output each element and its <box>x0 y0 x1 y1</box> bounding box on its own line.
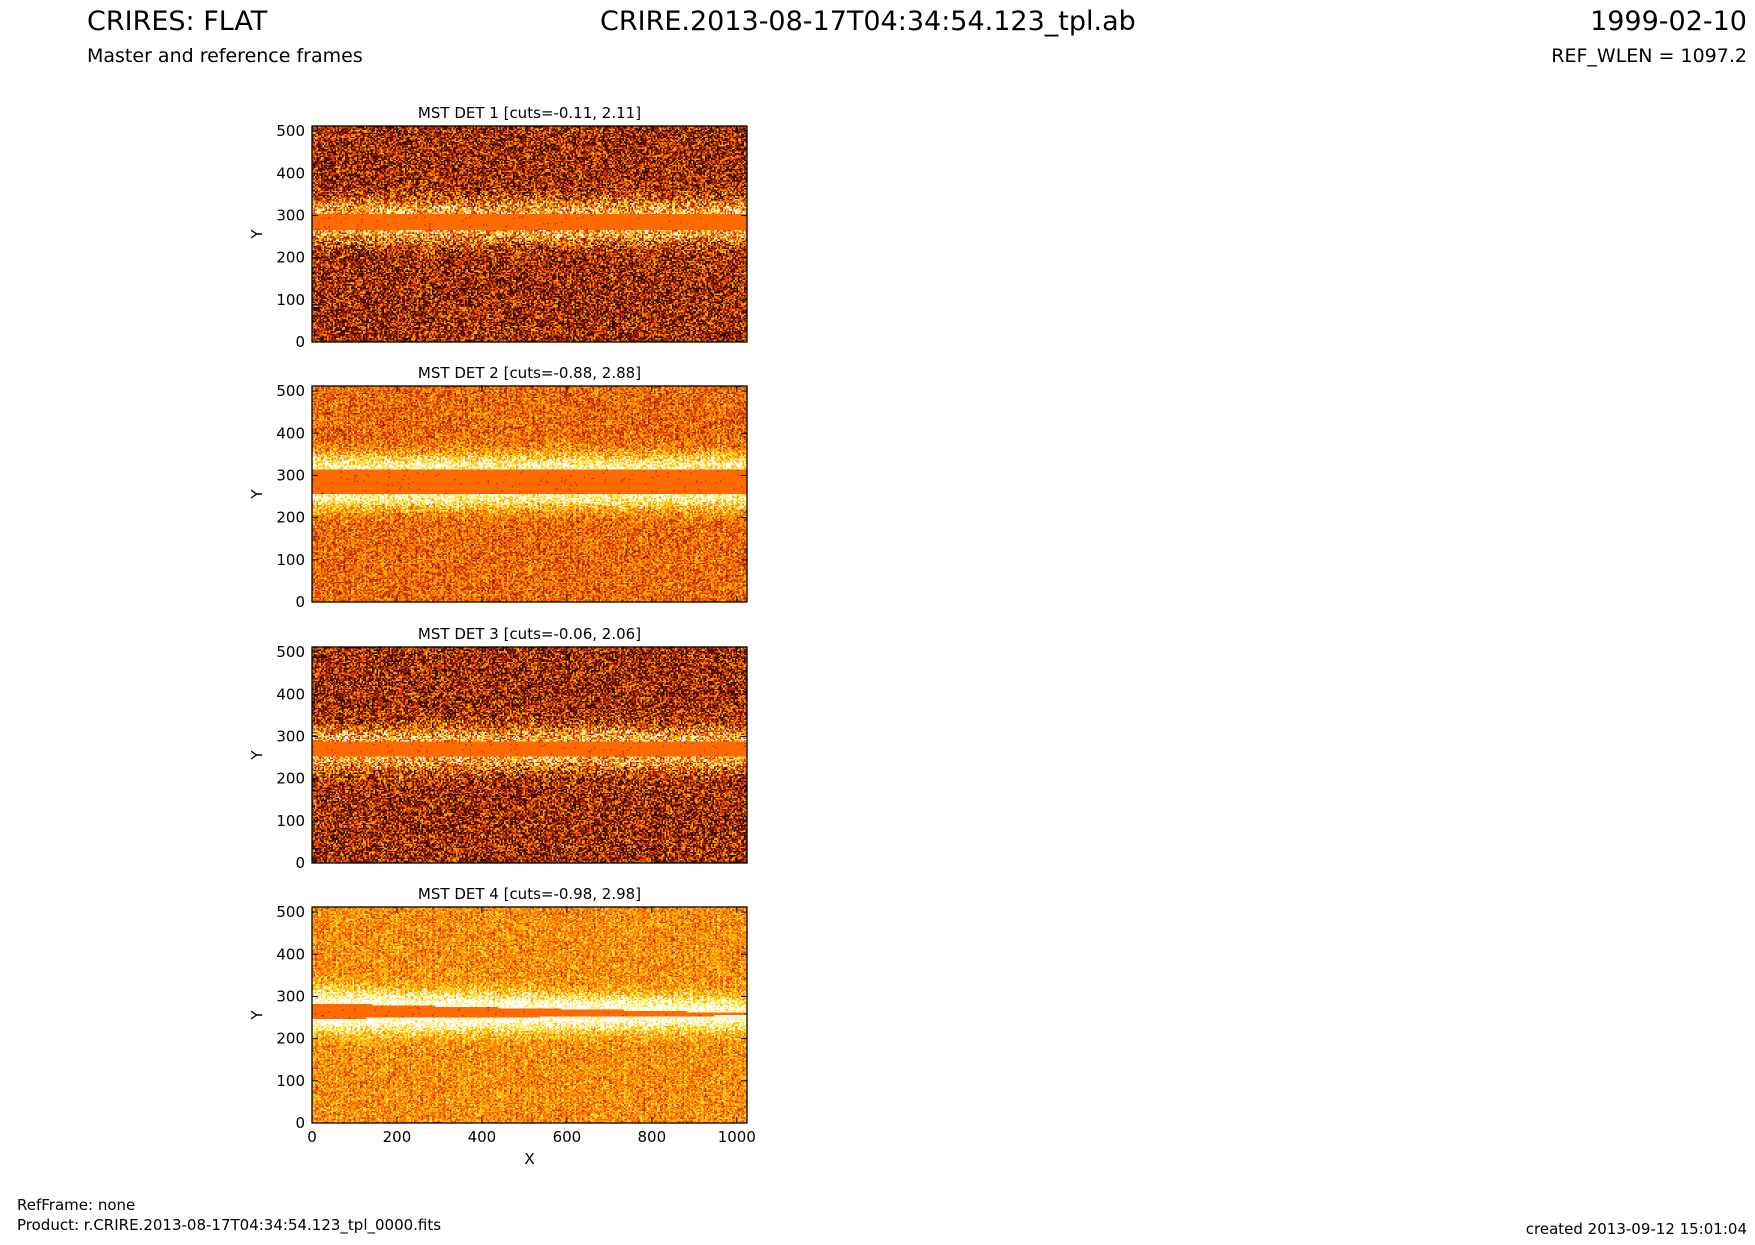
y-tick-label-2-500: 500 <box>276 382 305 400</box>
y-tick-label-1-300: 300 <box>276 206 305 224</box>
x-tick-label-1000: 1000 <box>718 1128 756 1146</box>
y-tick-label-3-300: 300 <box>276 727 305 745</box>
y-tick-label-4-0: 0 <box>295 1114 305 1132</box>
y-tick-label-1-200: 200 <box>276 249 305 267</box>
plot-frame-3 <box>311 646 748 864</box>
y-tick-label-2-100: 100 <box>276 551 305 569</box>
y-tick-label-2-300: 300 <box>276 466 305 484</box>
y-tick-label-3-200: 200 <box>276 770 305 788</box>
y-tick-label-3-400: 400 <box>276 685 305 703</box>
ref-frame-label: RefFrame: none <box>17 1196 136 1214</box>
detector-image-4 <box>312 907 747 1123</box>
y-tick-label-1-100: 100 <box>276 291 305 309</box>
plot-title-4: MST DET 4 [cuts=-0.98, 2.98] <box>418 885 641 903</box>
reference-wavelength: REF_WLEN = 1097.2 <box>1551 45 1747 67</box>
x-axis-label: X <box>524 1150 534 1168</box>
x-tick-label-800: 800 <box>638 1128 667 1146</box>
y-axis-label-2: Y <box>248 489 266 500</box>
created-timestamp: created 2013-09-12 15:01:04 <box>1525 1220 1747 1238</box>
plot-frame-2 <box>311 385 748 603</box>
y-tick-label-2-400: 400 <box>276 424 305 442</box>
x-tick-label-0: 0 <box>307 1128 317 1146</box>
x-tick-label-200: 200 <box>383 1128 412 1146</box>
y-tick-label-4-500: 500 <box>276 903 305 921</box>
y-tick-label-1-400: 400 <box>276 164 305 182</box>
observation-date: 1999-02-10 <box>1590 6 1747 37</box>
detector-image-1 <box>312 126 747 342</box>
plot-title-1: MST DET 1 [cuts=-0.11, 2.11] <box>418 104 641 122</box>
product-label: Product: r.CRIRE.2013-08-17T04:34:54.123… <box>17 1216 442 1234</box>
file-name: CRIRE.2013-08-17T04:34:54.123_tpl.ab <box>600 6 1136 37</box>
detector-image-3 <box>312 647 747 863</box>
x-tick-label-400: 400 <box>468 1128 497 1146</box>
y-tick-label-3-500: 500 <box>276 643 305 661</box>
plot-title-3: MST DET 3 [cuts=-0.06, 2.06] <box>418 625 641 643</box>
y-axis-label-1: Y <box>248 229 266 240</box>
y-tick-label-4-100: 100 <box>276 1072 305 1090</box>
y-tick-label-2-200: 200 <box>276 509 305 527</box>
page-subtitle: Master and reference frames <box>87 45 363 67</box>
y-tick-label-3-100: 100 <box>276 812 305 830</box>
y-tick-label-4-200: 200 <box>276 1030 305 1048</box>
x-tick-label-600: 600 <box>553 1128 582 1146</box>
y-tick-label-4-300: 300 <box>276 987 305 1005</box>
plot-frame-4 <box>311 906 748 1124</box>
y-tick-label-1-0: 0 <box>295 333 305 351</box>
y-axis-label-3: Y <box>248 750 266 761</box>
y-tick-label-4-400: 400 <box>276 945 305 963</box>
y-tick-label-1-500: 500 <box>276 122 305 140</box>
y-tick-label-3-0: 0 <box>295 854 305 872</box>
plot-frame-1 <box>311 125 748 343</box>
y-axis-label-4: Y <box>248 1010 266 1021</box>
detector-image-2 <box>312 386 747 602</box>
y-tick-label-2-0: 0 <box>295 593 305 611</box>
plot-title-2: MST DET 2 [cuts=-0.88, 2.88] <box>418 364 641 382</box>
page-title: CRIRES: FLAT <box>87 6 268 37</box>
